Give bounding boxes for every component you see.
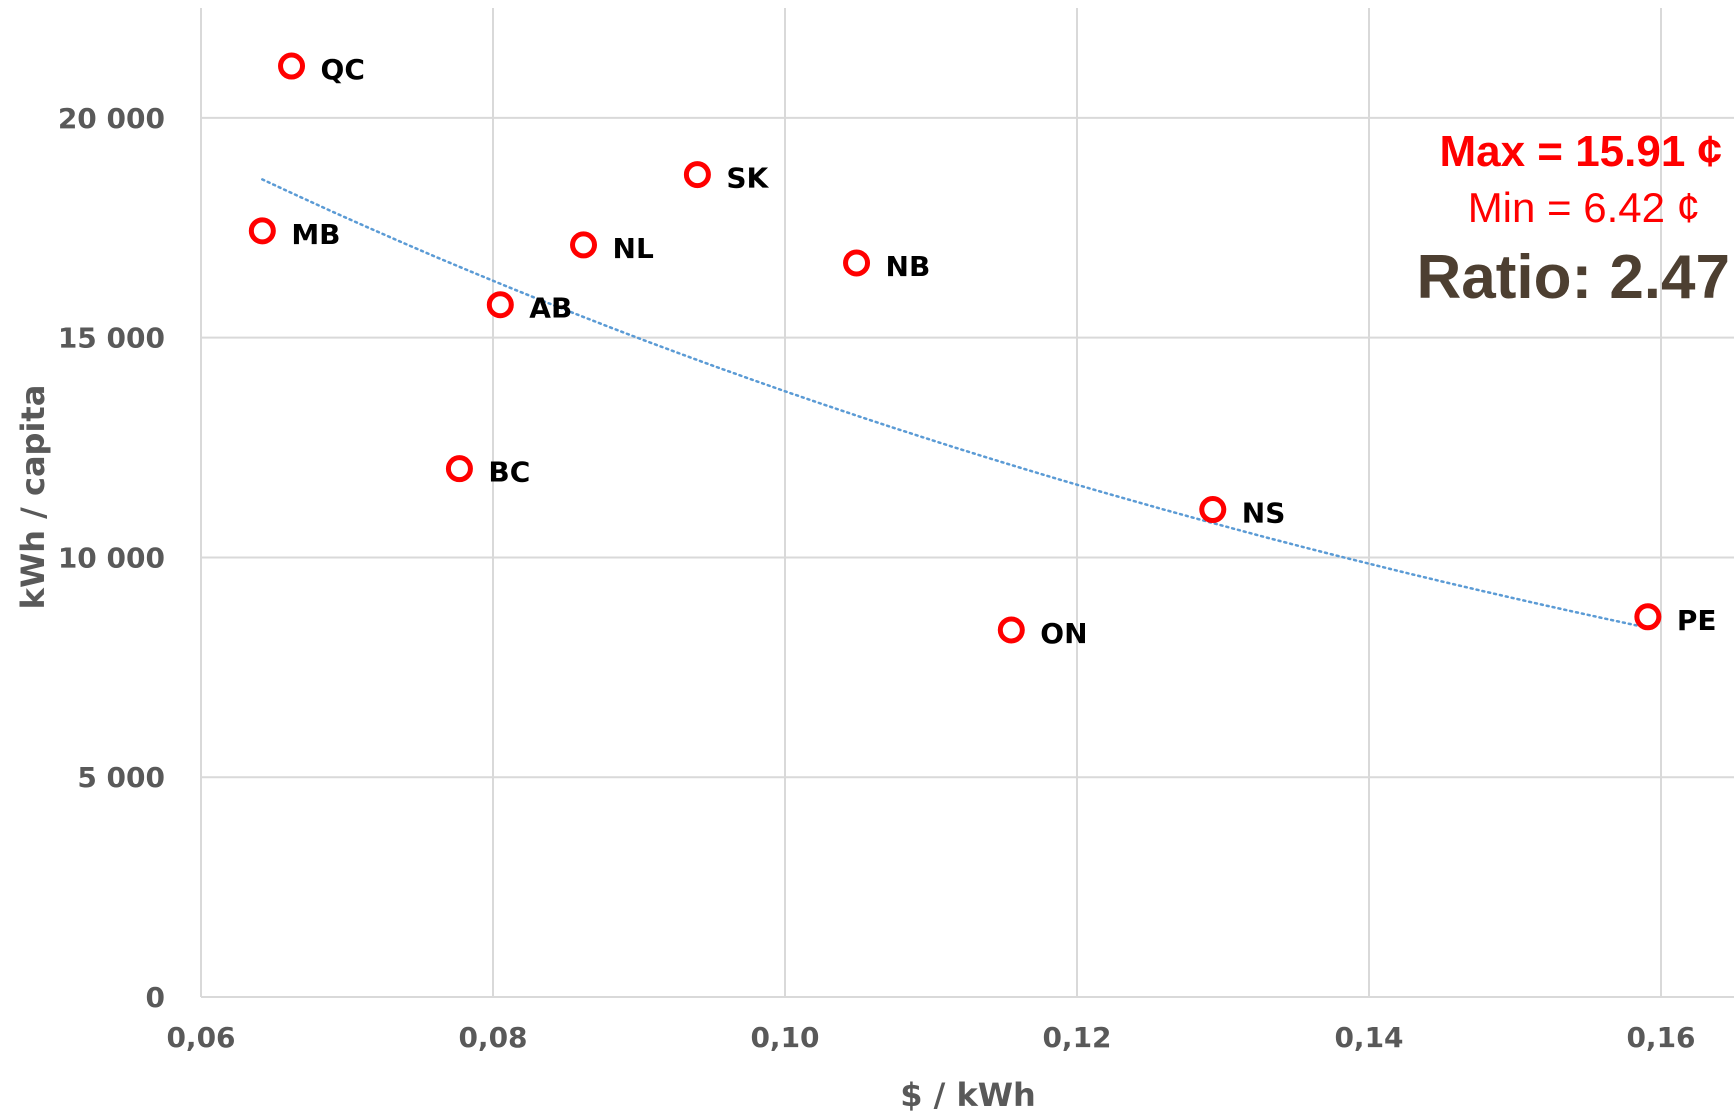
data-point-nl (570, 231, 598, 259)
point-label-mb: MB (291, 218, 340, 251)
point-label-nb: NB (886, 250, 931, 283)
y-tick-label: 20 000 (58, 102, 165, 135)
x-tick-label: 0,06 (166, 1021, 235, 1054)
min-annotation: Min = 6.42 ¢ (1468, 184, 1700, 231)
data-point-ns (1199, 496, 1227, 524)
max-annotation: Max = 15.91 ¢ (1439, 127, 1722, 176)
y-tick-label: 15 000 (58, 322, 165, 355)
data-point-ab (486, 291, 514, 319)
gridlines (200, 8, 1734, 998)
data-point-mb (248, 217, 276, 245)
point-label-pe: PE (1677, 604, 1717, 637)
data-points (248, 52, 1662, 644)
x-tick-label: 0,12 (1042, 1021, 1111, 1054)
x-tick-label: 0,10 (750, 1021, 819, 1054)
y-tick-label: 0 (146, 981, 165, 1014)
data-point-qc (278, 52, 306, 80)
y-axis-title: kWh / capita (14, 385, 52, 610)
point-labels: QC MB SK NL NB AB BC NS ON PE (291, 53, 1716, 650)
data-point-bc (445, 455, 473, 483)
x-tick-label: 0,14 (1334, 1021, 1403, 1054)
data-point-on (997, 616, 1025, 644)
trendline-layer (261, 178, 1650, 630)
data-point-pe (1634, 603, 1662, 631)
trendline (261, 178, 1650, 630)
tick-labels: 0,06 0,08 0,10 0,12 0,14 0,16 0 5 000 10 000 15 0… (58, 102, 1696, 1054)
y-tick-label: 5 000 (77, 761, 165, 794)
point-label-on: ON (1040, 617, 1087, 650)
x-axis-title: $ / kWh (900, 1076, 1036, 1114)
y-tick-label: 10 000 (58, 541, 165, 574)
data-point-sk (683, 161, 711, 189)
x-tick-label: 0,08 (458, 1021, 527, 1054)
data-point-nb (843, 249, 871, 277)
x-tick-label: 0,16 (1626, 1021, 1695, 1054)
point-label-ns: NS (1242, 497, 1286, 530)
ratio-annotation: Ratio: 2.47 (1416, 243, 1730, 312)
point-label-qc: QC (321, 53, 365, 86)
point-label-bc: BC (488, 456, 530, 489)
point-label-sk: SK (726, 162, 769, 195)
point-label-nl: NL (613, 232, 654, 265)
point-label-ab: AB (529, 292, 572, 325)
